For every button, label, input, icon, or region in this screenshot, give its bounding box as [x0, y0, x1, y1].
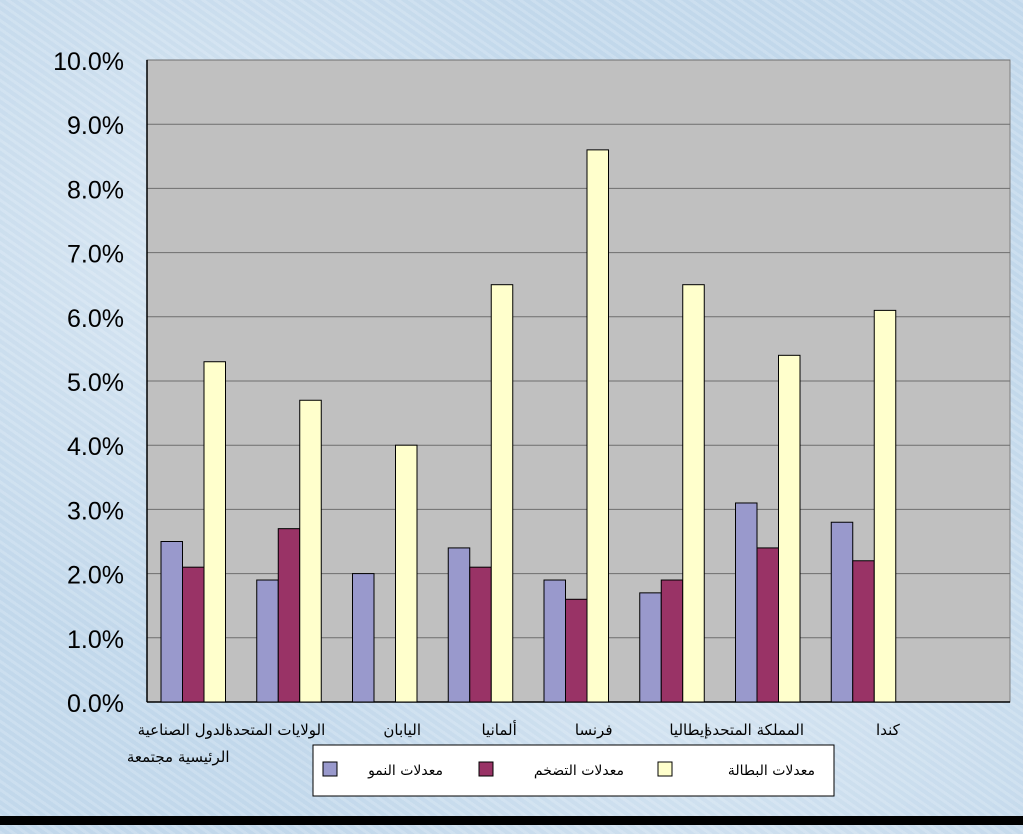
y-tick-label: 9.0% — [67, 112, 124, 140]
bar — [395, 444, 418, 703]
legend-swatch — [322, 761, 338, 777]
legend-label: معدلات البطالة — [728, 763, 815, 779]
y-tick-label: 4.0% — [67, 433, 124, 461]
x-category-label: ألمانيا — [481, 720, 516, 739]
legend-box — [312, 744, 835, 797]
legend-swatch — [478, 761, 494, 777]
bar — [543, 579, 566, 703]
bar — [352, 573, 375, 703]
legend-swatch — [657, 761, 673, 777]
x-category-label: الرئيسية مجتمعة — [127, 748, 230, 766]
bar — [490, 284, 514, 703]
bar — [852, 560, 875, 703]
bar — [660, 579, 684, 703]
x-category-label: الولايات المتحدة — [225, 721, 325, 739]
bottom-divider — [0, 816, 1023, 825]
legend-label: معدلات التضخم — [534, 763, 624, 779]
bar — [586, 149, 609, 703]
bar — [639, 592, 662, 703]
y-tick-label: 7.0% — [67, 241, 124, 269]
x-category-label: المملكة المتحدة — [705, 721, 805, 739]
y-tick-label: 8.0% — [67, 176, 124, 204]
x-category-label: فرنسا — [575, 721, 613, 739]
bar — [299, 399, 322, 703]
bar — [203, 361, 226, 703]
bar — [447, 547, 471, 703]
x-category-label: إيطاليا — [669, 721, 708, 739]
bar — [735, 502, 758, 703]
bar — [565, 598, 588, 703]
x-category-label: اليابان — [383, 721, 421, 739]
bar — [778, 354, 801, 703]
y-tick-label: 3.0% — [67, 497, 124, 525]
bar — [469, 566, 492, 703]
bar — [256, 579, 279, 703]
x-category-label: الدول الصناعية — [138, 721, 230, 739]
y-tick-label: 0.0% — [67, 690, 124, 718]
y-tick-label: 10.0% — [53, 48, 124, 76]
bar — [830, 521, 854, 703]
x-category-label: كندا — [876, 721, 901, 739]
y-tick-label: 5.0% — [67, 369, 124, 397]
bar — [160, 541, 183, 703]
y-tick-label: 6.0% — [67, 305, 124, 333]
bar — [182, 566, 205, 703]
bar — [277, 528, 301, 703]
bar — [756, 547, 779, 703]
legend-label: معدلات النمو — [367, 763, 443, 779]
y-tick-label: 1.0% — [67, 626, 124, 654]
bar — [873, 309, 897, 703]
y-tick-label: 2.0% — [67, 562, 124, 590]
bar — [682, 284, 705, 703]
